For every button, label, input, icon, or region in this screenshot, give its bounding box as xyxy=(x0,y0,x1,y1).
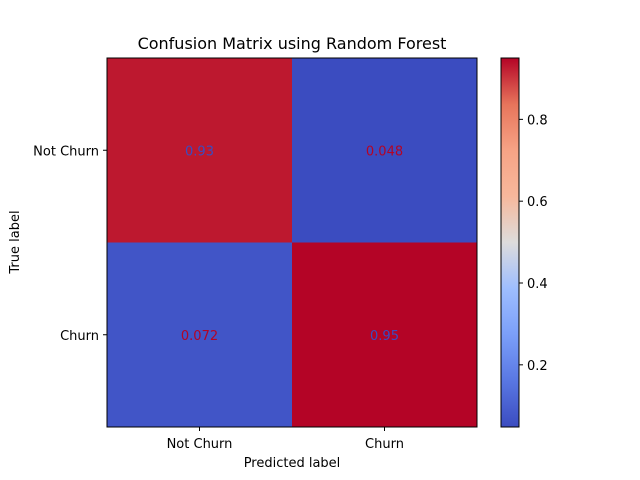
cell-value-label: 0.048 xyxy=(366,144,403,159)
colorbar-ticks: 0.2 0.4 0.6 0.8 xyxy=(519,113,548,374)
y-tick-label: Churn xyxy=(60,329,99,344)
x-tick-label: Churn xyxy=(365,437,404,452)
heatmap-cell xyxy=(107,58,292,243)
colorbar-tick-label: 0.2 xyxy=(527,359,548,374)
y-axis-ticks: Not Churn Churn xyxy=(33,144,107,344)
colorbar-tick-label: 0.4 xyxy=(527,277,548,292)
heatmap-cell xyxy=(292,242,477,427)
cell-value-label: 0.95 xyxy=(370,329,399,344)
plot-frame xyxy=(106,57,478,428)
heatmap-cell xyxy=(107,242,292,427)
x-tick-label: Not Churn xyxy=(167,437,233,452)
heatmap-cell-labels: 0.93 0.048 0.072 0.95 xyxy=(181,144,403,344)
colorbar-tick-label: 0.6 xyxy=(527,195,548,210)
y-tick-label: Not Churn xyxy=(33,144,99,159)
cell-value-label: 0.072 xyxy=(181,329,218,344)
heatmap-cells xyxy=(107,58,477,427)
x-axis-label: Predicted label xyxy=(244,456,341,471)
colorbar-tick-label: 0.8 xyxy=(527,113,548,128)
chart-title: Confusion Matrix using Random Forest xyxy=(138,34,447,53)
y-axis-label: True label xyxy=(8,210,23,274)
colorbar xyxy=(500,57,520,428)
x-axis-ticks: Not Churn Churn xyxy=(167,427,404,452)
heatmap-cell xyxy=(292,58,477,243)
cell-value-label: 0.93 xyxy=(185,144,214,159)
